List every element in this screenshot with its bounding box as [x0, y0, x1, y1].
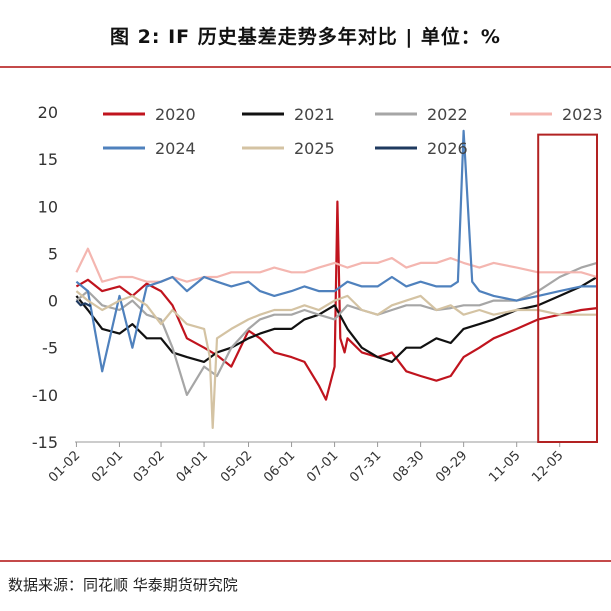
- series-line-2025: [75, 290, 597, 429]
- series-lines: [75, 129, 598, 429]
- legend-label-2022: 2022: [427, 105, 468, 124]
- page-title: 图 2: IF 历史基差走势多年对比 | 单位：%: [110, 26, 501, 48]
- x-tick-label: 03-02: [131, 448, 168, 485]
- series-line-2026: [75, 299, 92, 308]
- x-tick-label: 04-01: [174, 448, 211, 485]
- x-tick-label: 11-05: [486, 448, 523, 485]
- x-tick-label: 07-31: [347, 448, 384, 485]
- x-tick-label: 12-05: [529, 448, 566, 485]
- legend-label-2023: 2023: [562, 105, 603, 124]
- series-line-2023: [75, 247, 598, 283]
- series-line-2020: [75, 200, 598, 401]
- highlight-rect: [537, 133, 599, 443]
- y-tick-label: 0: [48, 292, 58, 311]
- y-tick-label: 15: [38, 150, 58, 169]
- y-tick-label: 10: [38, 197, 58, 216]
- y-tick-label: -15: [32, 433, 58, 452]
- y-axis-ticks: -15 -10 -5 0 5 10 15 20: [32, 103, 58, 452]
- x-tick-label: 08-30: [390, 448, 427, 485]
- source-note: 数据来源：同花顺 华泰期货研究院: [8, 576, 238, 594]
- y-tick-label: -5: [42, 339, 58, 358]
- top-divider: [0, 66, 611, 68]
- x-tick-label: 05-02: [218, 448, 255, 485]
- x-tick-label: 09-29: [433, 448, 470, 485]
- legend-label-2020: 2020: [155, 105, 196, 124]
- bottom-divider: [0, 560, 611, 562]
- y-tick-label: 20: [38, 103, 58, 122]
- legend: 2020 2021 2022 2023 2024 2025 2026: [103, 105, 603, 158]
- legend-label-2024: 2024: [155, 139, 196, 158]
- legend-label-2026: 2026: [427, 139, 468, 158]
- series-line-2024: [75, 129, 597, 373]
- y-tick-label: -10: [32, 386, 58, 405]
- x-tick-label: 01-02: [46, 448, 83, 485]
- highlight-box: [537, 133, 599, 443]
- legend-label-2021: 2021: [294, 105, 335, 124]
- x-tick-label: 06-01: [261, 448, 298, 485]
- x-tick-label: 07-01: [304, 448, 341, 485]
- x-axis: 01-02 02-01 03-02 04-01 05-02 06-01 07-01 07-31…: [46, 441, 597, 486]
- x-tick-label: 02-01: [89, 448, 126, 485]
- legend-label-2025: 2025: [294, 139, 335, 158]
- y-tick-label: 5: [48, 244, 58, 263]
